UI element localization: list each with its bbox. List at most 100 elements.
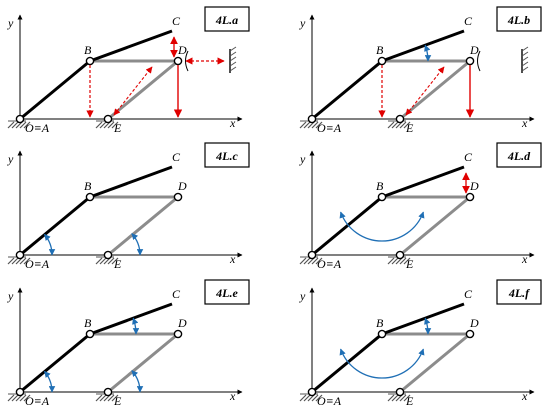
hatch-stroke	[99, 394, 107, 402]
joint-e	[103, 114, 113, 124]
hatch-stroke	[7, 121, 15, 129]
joint-d	[465, 56, 475, 66]
hatch-stroke	[11, 257, 19, 265]
hatch-stroke	[107, 121, 115, 129]
wall-hatch	[521, 56, 529, 62]
y-axis-label: y	[299, 152, 306, 166]
panel-e: y x O≡A B C D E 4L.e	[7, 279, 250, 408]
joint-b	[85, 192, 95, 202]
crank-link-ab	[19, 59, 91, 121]
hatch-stroke	[315, 121, 323, 129]
joint-e	[103, 387, 113, 397]
angle-arc-rocker	[131, 370, 144, 393]
angle-arc-cbd	[424, 317, 432, 335]
panel-tag: 4L.c	[204, 142, 250, 168]
joint-d	[173, 192, 183, 202]
hatch-stroke	[23, 257, 31, 265]
hatch-stroke	[391, 257, 399, 265]
hatch-stroke	[299, 394, 307, 402]
link-bc	[381, 302, 465, 336]
x-axis-label: x	[521, 252, 528, 266]
joint-e	[395, 387, 405, 397]
point-d-label: D	[177, 43, 187, 57]
point-d-label: D	[469, 316, 479, 330]
diagonal-helper	[113, 66, 153, 116]
point-b-label: B	[84, 43, 92, 57]
panel-tag-box	[496, 142, 542, 168]
joint-d	[173, 329, 183, 339]
hatch-stroke	[303, 121, 311, 129]
joint-e	[103, 250, 113, 260]
joint-b	[377, 329, 387, 339]
wall-hatch	[521, 51, 529, 57]
point-e-label: E	[405, 394, 414, 408]
hatch-stroke	[399, 394, 407, 402]
link-bc	[89, 29, 173, 63]
panel-tag-text: 4L.c	[215, 149, 238, 163]
hatch-stroke	[19, 394, 27, 402]
joint-b	[377, 56, 387, 66]
link-bc	[381, 29, 465, 63]
x-axis-label: x	[229, 252, 236, 266]
panel-tag-text: 4L.e	[215, 286, 238, 300]
hatch-stroke	[107, 257, 115, 265]
wall-hatch	[521, 66, 529, 72]
wall-hatch	[229, 51, 237, 57]
origin-label: O≡A	[317, 394, 342, 408]
hatch-stroke	[299, 257, 307, 265]
origin-label: O≡A	[25, 394, 50, 408]
angle-arc-b	[339, 211, 425, 242]
joint-a	[307, 250, 317, 260]
hatch-stroke	[311, 257, 319, 265]
hatch-stroke	[11, 394, 19, 402]
crank-link-ab	[311, 332, 383, 394]
hatch-stroke	[387, 121, 395, 129]
hatch-stroke	[23, 394, 31, 402]
panel-b: y x O≡A B C D E 4L.b	[299, 6, 542, 135]
y-axis-label: y	[299, 289, 306, 303]
point-d-label: D	[177, 316, 187, 330]
crank-link-ab	[19, 195, 91, 257]
hatch-stroke	[7, 257, 15, 265]
joint-e	[395, 250, 405, 260]
hatch-stroke	[387, 257, 395, 265]
hatch-stroke	[11, 121, 19, 129]
angle-arc-rocker	[131, 233, 144, 256]
joint-b	[85, 329, 95, 339]
rocker-bar-ed	[399, 59, 471, 121]
panel-tag: 4L.e	[204, 279, 250, 305]
angle-arc-crank	[44, 370, 56, 393]
origin-label: O≡A	[25, 121, 50, 135]
hatch-stroke	[19, 121, 27, 129]
hatch-stroke	[403, 394, 411, 402]
joint-e	[395, 114, 405, 124]
panel-tag-text: 4L.f	[508, 286, 530, 300]
point-e-label: E	[405, 121, 414, 135]
hatch-stroke	[387, 394, 395, 402]
y-axis-label: y	[7, 16, 14, 30]
panel-tag: 4L.d	[496, 142, 542, 168]
panel-tag-text: 4L.a	[215, 13, 238, 27]
angle-arc-crank	[44, 233, 56, 256]
panel-tag-box	[496, 6, 542, 32]
hatch-stroke	[299, 121, 307, 129]
joint-b	[377, 192, 387, 202]
point-b-label: B	[376, 43, 384, 57]
point-c-label: C	[464, 14, 473, 28]
crank-link-ab	[311, 59, 383, 121]
diagonal-helper	[405, 66, 445, 116]
wall-hatch	[229, 56, 237, 62]
hatch-stroke	[99, 257, 107, 265]
rocker-bar-ed	[107, 195, 179, 257]
point-b-label: B	[84, 316, 92, 330]
hatch-stroke	[95, 257, 103, 265]
hatch-stroke	[19, 257, 27, 265]
rocker-bar-ed	[399, 195, 471, 257]
joint-d	[465, 192, 475, 202]
joint-b	[85, 56, 95, 66]
panel-a: y x O≡A B C D E 4L.a	[7, 6, 250, 135]
hatch-stroke	[95, 121, 103, 129]
joint-a	[307, 387, 317, 397]
point-d-label: D	[469, 43, 479, 57]
joint-a	[15, 114, 25, 124]
